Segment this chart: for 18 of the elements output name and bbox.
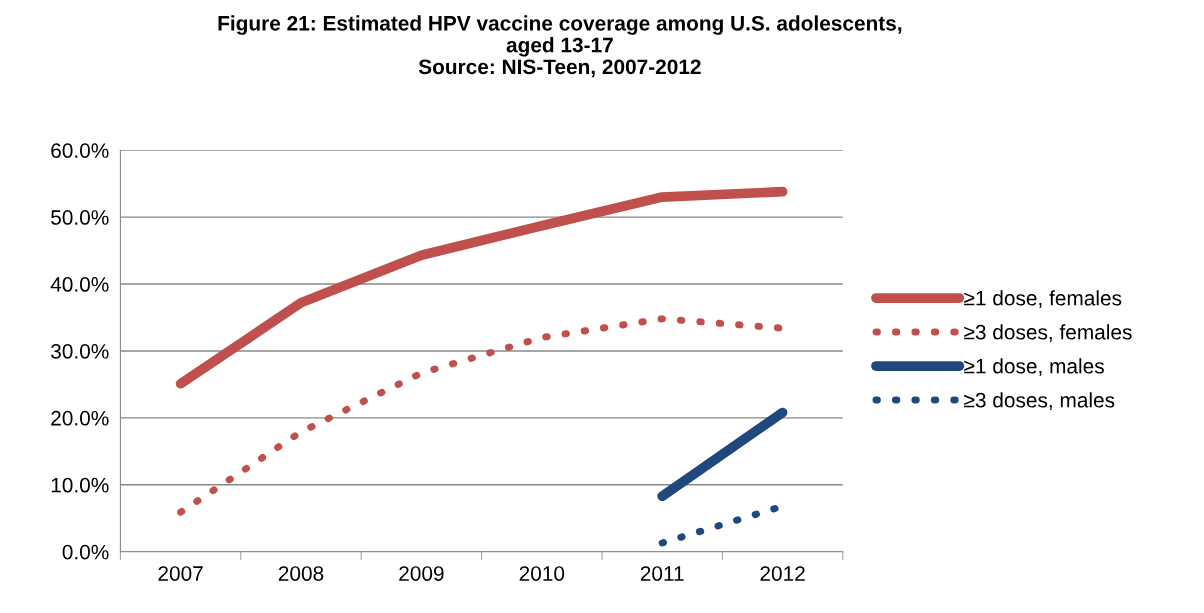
legend-label: ≥1 dose, females (964, 290, 1122, 308)
y-tick-label: 60.0% (51, 143, 109, 158)
x-tick-label: 2012 (760, 566, 805, 581)
legend-label: ≥1 dose, males (964, 358, 1104, 376)
legend-label: ≥3 doses, males (964, 392, 1115, 410)
x-tick-label: 2007 (158, 566, 203, 581)
x-tick-label: 2011 (640, 566, 684, 581)
x-tick-label: 2010 (519, 566, 565, 581)
legend-label: ≥3 doses, females (964, 324, 1132, 342)
x-tick-label: 2009 (399, 566, 444, 581)
y-tick-label: 20.0% (51, 410, 109, 426)
y-tick-label: 40.0% (50, 277, 109, 292)
y-tick-label: 10.0% (51, 477, 109, 493)
y-tick-label: 0.0% (62, 544, 109, 560)
y-tick-label: 50.0% (51, 210, 109, 225)
y-tick-label: 30.0% (51, 343, 109, 359)
chart-title: Figure 21: Estimated HPV vaccine coverage among U.S. adolescents, aged 13-17 Source: NIS-Teen, 2007-2012 (218, 15, 902, 78)
x-tick-label: 2008 (278, 566, 324, 581)
